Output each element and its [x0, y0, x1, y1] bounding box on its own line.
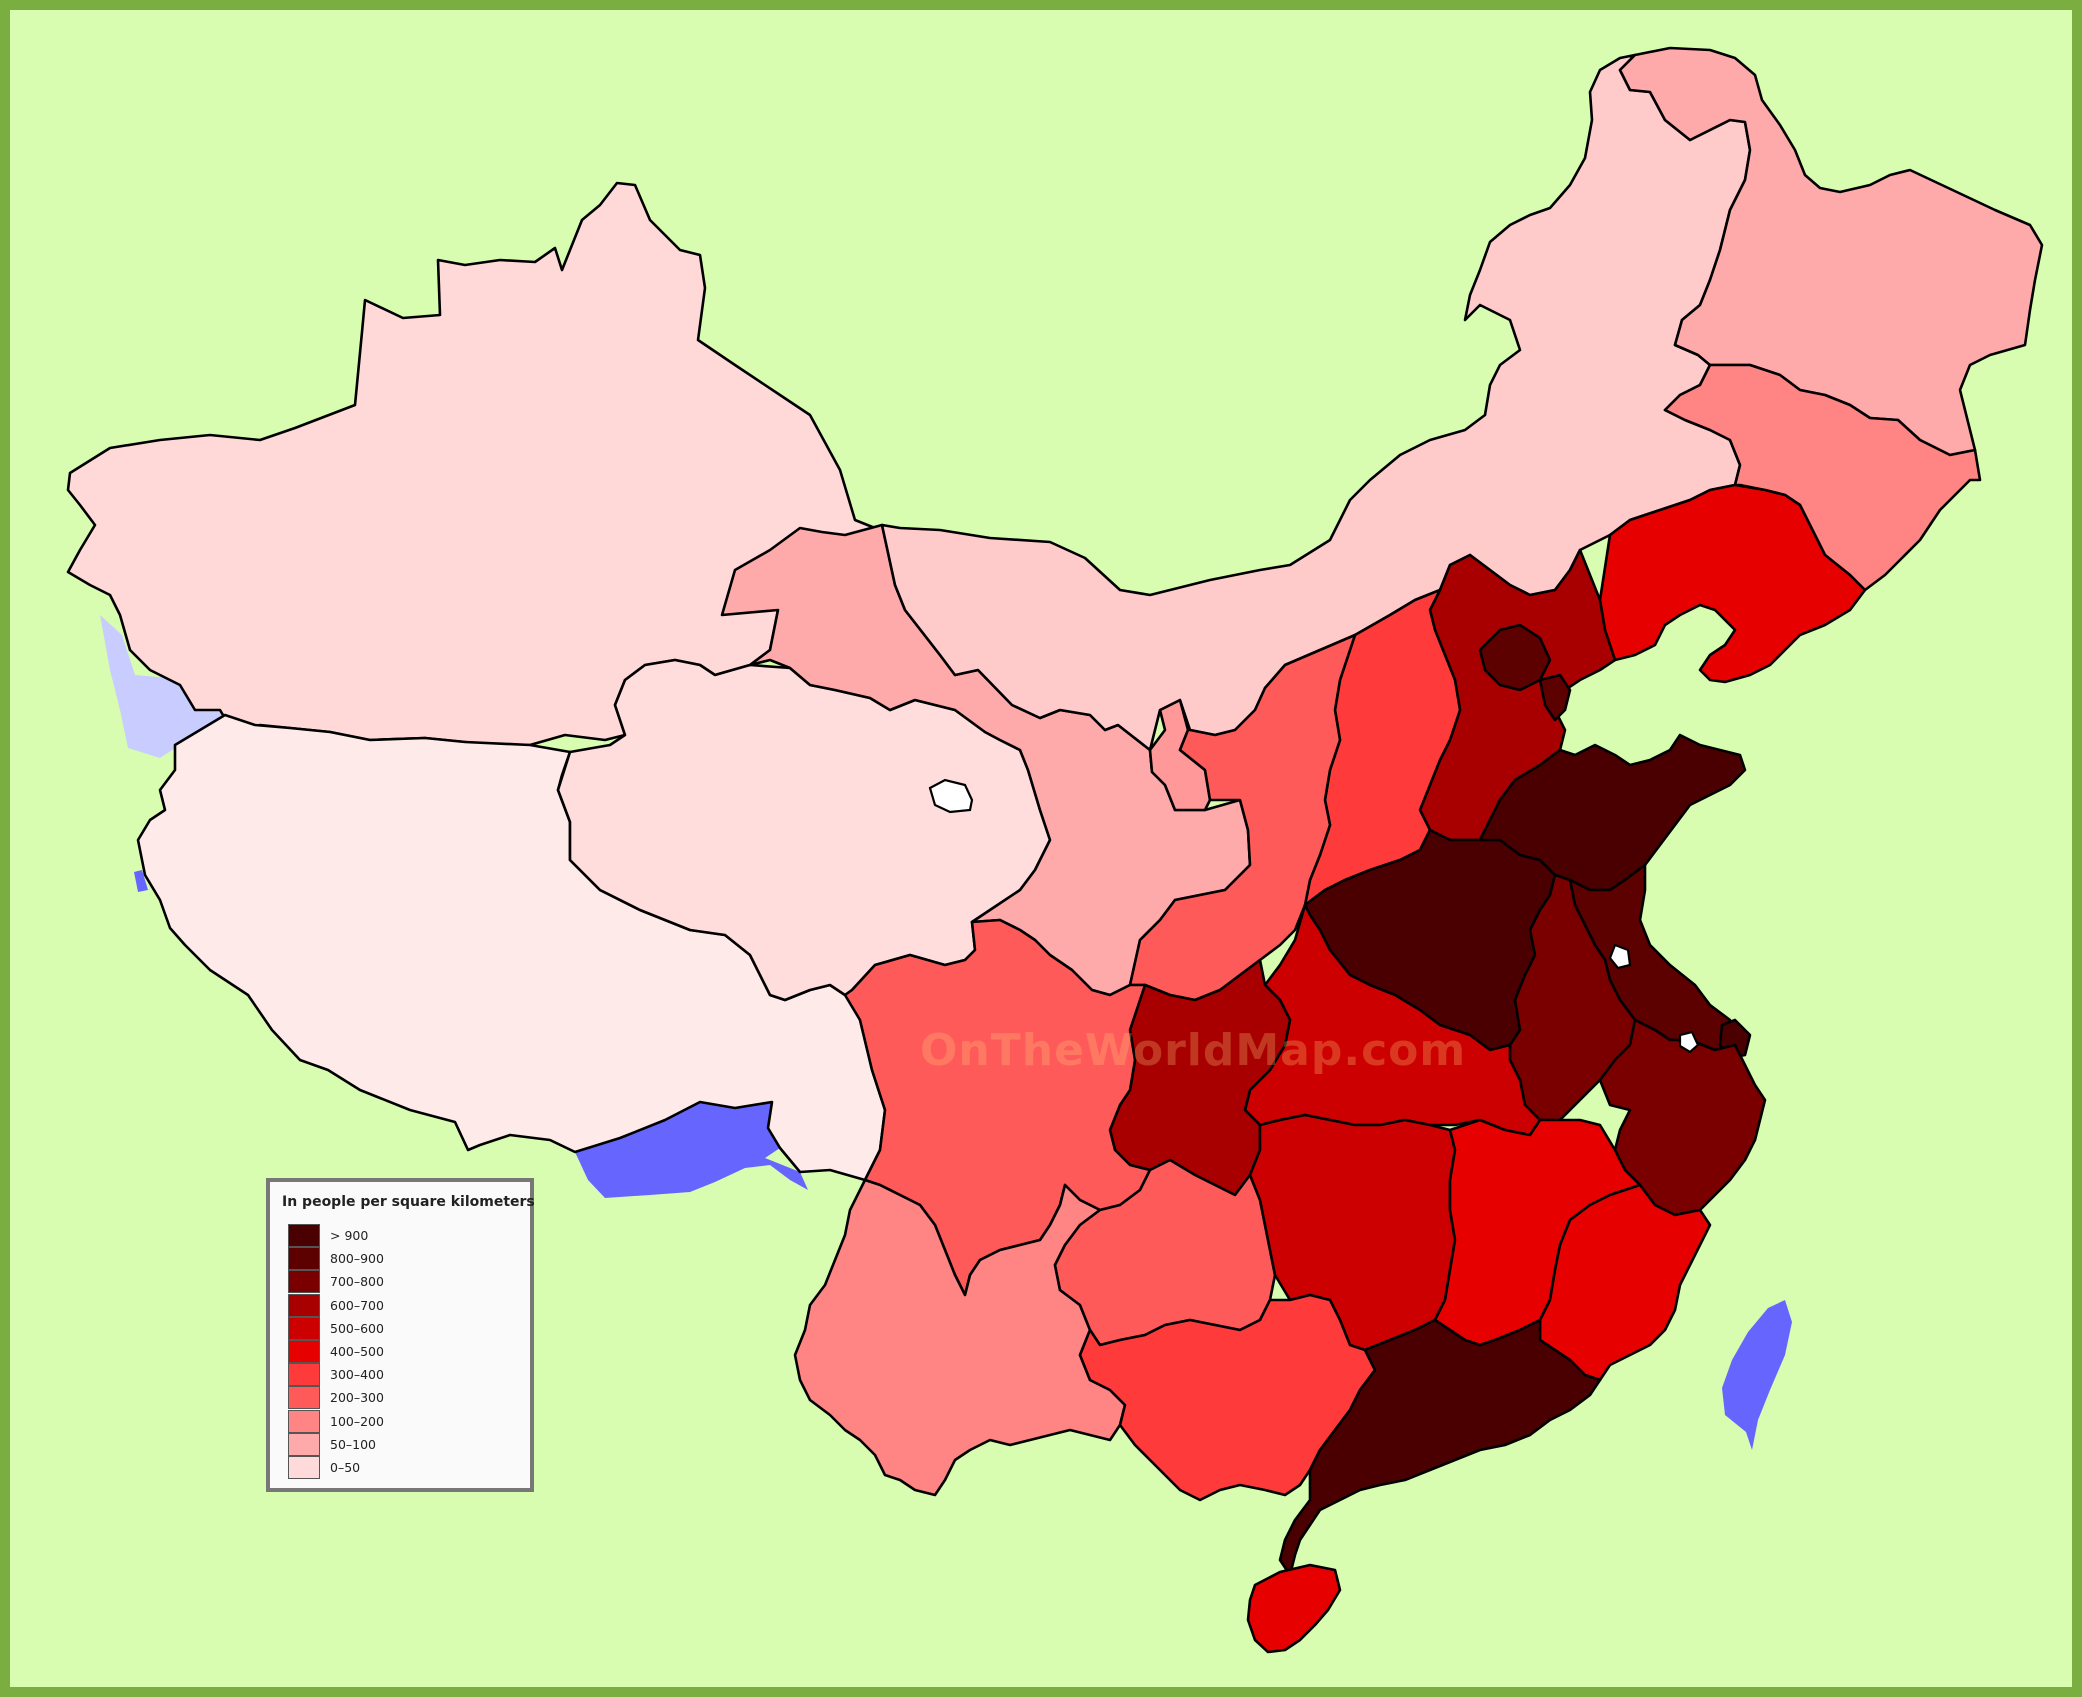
legend-row: 600–700 — [288, 1293, 508, 1317]
lake-taihu — [1678, 1030, 1700, 1054]
legend-swatch — [288, 1363, 320, 1387]
legend-row: 400–500 — [288, 1340, 508, 1363]
legend-label: 200–300 — [330, 1390, 384, 1406]
legend-label: 500–600 — [330, 1320, 384, 1336]
legend-row: 0–50 — [288, 1456, 508, 1479]
foreign-area-aksai-light — [100, 615, 225, 758]
legend-label: 600–700 — [330, 1297, 384, 1313]
region-zhejiang — [1598, 1018, 1767, 1217]
legend-row: 700–800 — [288, 1270, 508, 1294]
region-tianjin — [1538, 673, 1572, 722]
legend-row: 100–200 — [288, 1409, 508, 1433]
legend-label: 700–800 — [330, 1274, 384, 1290]
legend-swatch — [288, 1224, 320, 1247]
legend-label: 800–900 — [330, 1251, 384, 1267]
legend-label: 300–400 — [330, 1367, 384, 1383]
legend-row: 50–100 — [288, 1432, 508, 1456]
legend-swatch — [288, 1409, 320, 1433]
legend-swatch — [288, 1340, 320, 1363]
legend-swatch — [288, 1293, 320, 1317]
legend-row: 800–900 — [288, 1247, 508, 1271]
region-guangdong — [1278, 1318, 1602, 1577]
foreign-area-arunachal — [575, 1102, 808, 1198]
legend-swatch — [288, 1316, 320, 1340]
legend-row: 500–600 — [288, 1316, 508, 1340]
legend-label: 100–200 — [330, 1413, 384, 1429]
region-beijing — [1478, 623, 1552, 692]
legend-title: In people per square kilometers — [282, 1194, 535, 1210]
foreign-area-taiwan — [1722, 1300, 1792, 1450]
legend-swatch — [288, 1270, 320, 1294]
legend-swatch — [288, 1247, 320, 1271]
legend-row: 200–300 — [288, 1386, 508, 1410]
lake-hongze — [1608, 943, 1632, 970]
legend-swatch — [288, 1386, 320, 1410]
lake-qinghai — [928, 778, 974, 814]
region-hainan — [1246, 1563, 1342, 1654]
legend-label: 400–500 — [330, 1344, 384, 1359]
region-liaoning — [1598, 483, 1867, 684]
legend-label: 0–50 — [330, 1460, 361, 1475]
legend-label: 50–100 — [330, 1436, 377, 1452]
legend-row: 300–400 — [288, 1363, 508, 1387]
china-population-density-map — [66, 46, 2044, 1654]
legend-row: > 900 — [288, 1224, 508, 1247]
legend-label: > 900 — [330, 1228, 369, 1243]
legend-swatch — [288, 1456, 320, 1479]
watermark: OnTheWorldMap.com — [920, 1025, 1467, 1076]
region-fujian — [1538, 1183, 1712, 1382]
legend: In people per square kilometers > 900 800… — [266, 1178, 535, 1492]
legend-swatch — [288, 1432, 320, 1456]
